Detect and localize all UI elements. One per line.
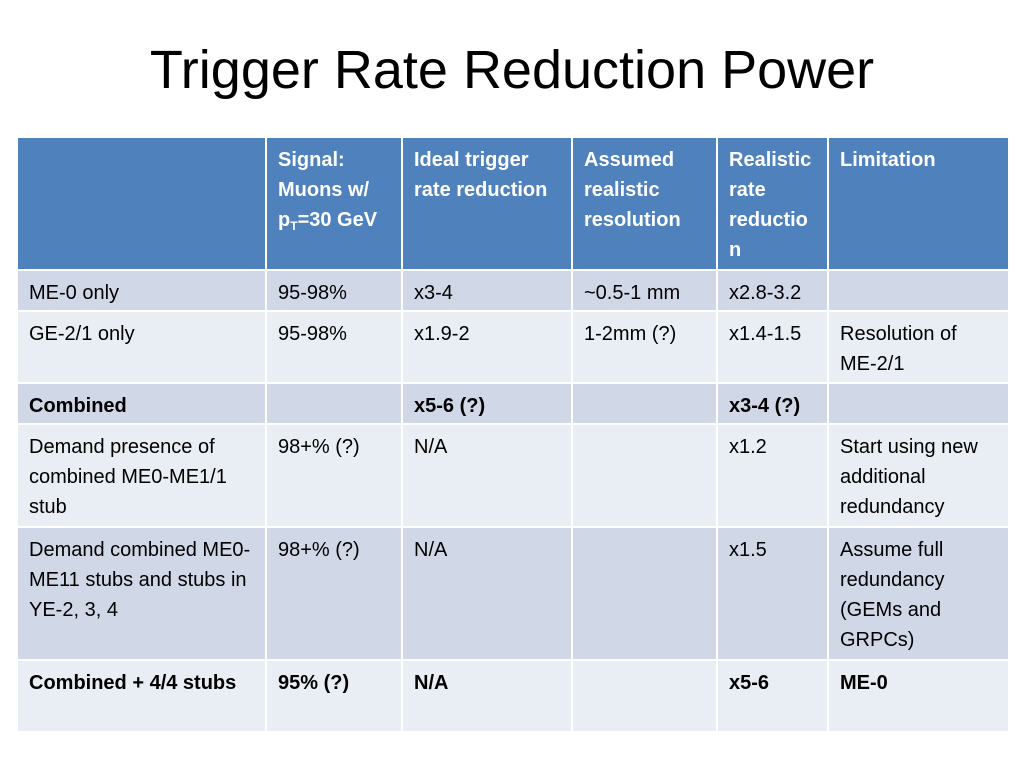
- header-realistic: Realistic rate reductio n: [716, 136, 829, 271]
- cell-label: Demand combined ME0-ME11 stubs and stubs…: [16, 526, 267, 661]
- header-empty: [16, 136, 267, 271]
- cell-realistic: x2.8-3.2: [716, 269, 829, 312]
- cell-resolution: [571, 423, 718, 528]
- table-row: Demand presence of combined ME0-ME1/1 st…: [16, 423, 1010, 528]
- cell-ideal: x3-4: [401, 269, 573, 312]
- header-signal: Signal: Muons w/ pT=30 GeV: [265, 136, 403, 271]
- cell-label: Combined: [16, 382, 267, 425]
- table-row: Combined + 4/4 stubs 95% (?) N/A x5-6 ME…: [16, 659, 1010, 733]
- cell-realistic: x1.2: [716, 423, 829, 528]
- cell-realistic: x1.4-1.5: [716, 310, 829, 384]
- slide-title: Trigger Rate Reduction Power: [149, 40, 875, 100]
- cell-limitation: Assume full redundancy (GEMs and GRPCs): [827, 526, 1010, 661]
- header-signal-suffix: =30 GeV: [297, 209, 378, 231]
- cell-label: Demand presence of combined ME0-ME1/1 st…: [16, 423, 267, 528]
- cell-ideal: x5-6 (?): [401, 382, 573, 425]
- cell-limitation: ME-0: [827, 659, 1010, 733]
- cell-label: GE-2/1 only: [16, 310, 267, 384]
- cell-signal: [265, 382, 403, 425]
- cell-ideal: N/A: [401, 659, 573, 733]
- header-signal-subscript: T: [290, 219, 298, 233]
- cell-realistic: x1.5: [716, 526, 829, 661]
- cell-signal: 95% (?): [265, 659, 403, 733]
- cell-limitation: [827, 269, 1010, 312]
- cell-resolution: 1-2mm (?): [571, 310, 718, 384]
- cell-label: ME-0 only: [16, 269, 267, 312]
- cell-limitation: Resolution of ME-2/1: [827, 310, 1010, 384]
- cell-realistic: x3-4 (?): [716, 382, 829, 425]
- header-ideal: Ideal trigger rate reduction: [401, 136, 573, 271]
- cell-limitation: Start using new additional redundancy: [827, 423, 1010, 528]
- table-row: Demand combined ME0-ME11 stubs and stubs…: [16, 526, 1010, 661]
- cell-ideal: N/A: [401, 526, 573, 661]
- cell-resolution: ~0.5-1 mm: [571, 269, 718, 312]
- cell-ideal: N/A: [401, 423, 573, 528]
- cell-signal: 98+% (?): [265, 526, 403, 661]
- cell-realistic: x5-6: [716, 659, 829, 733]
- cell-resolution: [571, 382, 718, 425]
- cell-ideal: x1.9-2: [401, 310, 573, 384]
- header-limitation: Limitation: [827, 136, 1010, 271]
- cell-signal: 95-98%: [265, 310, 403, 384]
- cell-resolution: [571, 659, 718, 733]
- table-row: GE-2/1 only 95-98% x1.9-2 1-2mm (?) x1.4…: [16, 310, 1010, 384]
- header-resolution: Assumed realistic resolution: [571, 136, 718, 271]
- cell-signal: 98+% (?): [265, 423, 403, 528]
- trigger-rate-table: Signal: Muons w/ pT=30 GeV Ideal trigger…: [16, 136, 1010, 733]
- table-row: ME-0 only 95-98% x3-4 ~0.5-1 mm x2.8-3.2: [16, 269, 1010, 312]
- header-signal-prefix: Signal: Muons w/ p: [278, 149, 370, 231]
- cell-resolution: [571, 526, 718, 661]
- header-row: Signal: Muons w/ pT=30 GeV Ideal trigger…: [16, 136, 1010, 271]
- table-row: Combined x5-6 (?) x3-4 (?): [16, 382, 1010, 425]
- cell-limitation: [827, 382, 1010, 425]
- cell-label: Combined + 4/4 stubs: [16, 659, 267, 733]
- cell-signal: 95-98%: [265, 269, 403, 312]
